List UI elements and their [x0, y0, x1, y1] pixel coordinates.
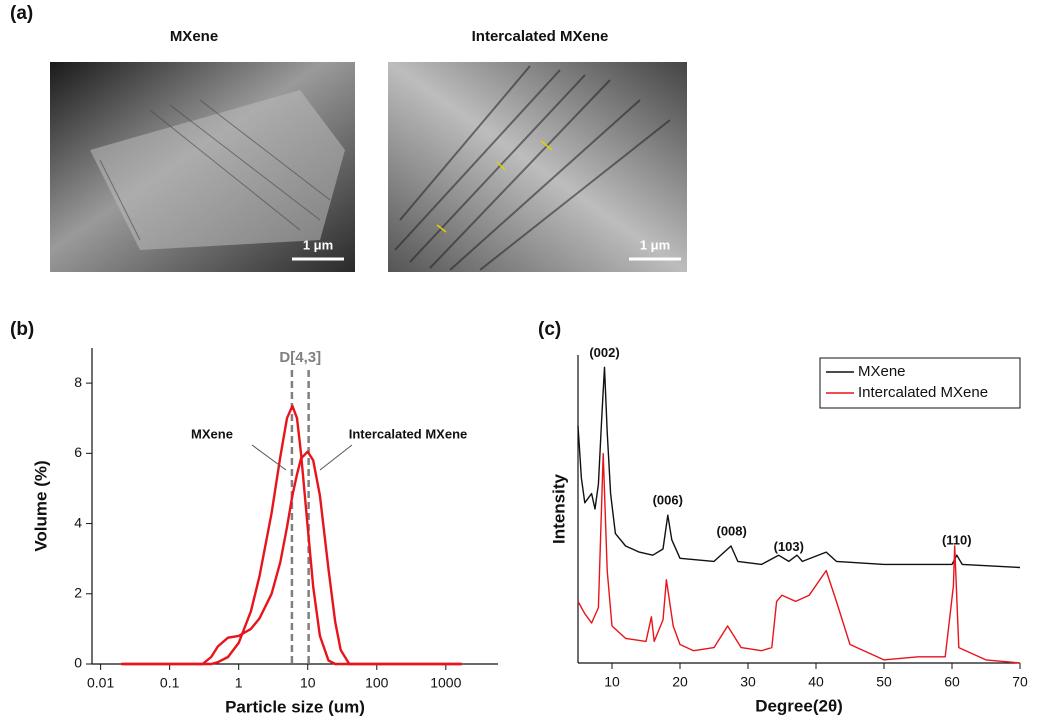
annotation: (103) — [774, 539, 804, 554]
x-tick-label: 10 — [300, 675, 316, 691]
annotation: (002) — [589, 345, 619, 360]
annotation: (008) — [717, 523, 747, 538]
figure: (a) (b) (c) MXene Intercalated MXene 1 μ… — [0, 0, 1043, 722]
legend-label: Intercalated MXene — [858, 384, 988, 401]
sem-image: 1 μm — [388, 62, 687, 272]
sem-image: 1 μm — [50, 62, 355, 272]
y-tick-label: 0 — [74, 655, 82, 671]
x-tick-label: 50 — [876, 674, 892, 690]
y-tick-label: 4 — [74, 514, 82, 530]
y-axis-title: Volume (%) — [31, 460, 50, 551]
y-tick-label: 8 — [74, 374, 82, 390]
x-tick-label: 30 — [740, 674, 756, 690]
x-axis-title: Degree(2θ) — [755, 696, 843, 715]
x-tick-label: 40 — [808, 674, 824, 690]
y-tick-label: 6 — [74, 444, 82, 460]
reference-label: D[4,3] — [279, 349, 321, 366]
x-tick-label: 0.01 — [87, 675, 114, 691]
annotation: Intercalated MXene — [349, 426, 468, 441]
x-tick-label: 0.1 — [160, 675, 180, 691]
panel-label: (a) — [10, 3, 33, 24]
x-tick-label: 1 — [235, 675, 243, 691]
x-tick-label: 100 — [365, 675, 389, 691]
x-tick-label: 70 — [1012, 674, 1028, 690]
annotation: MXene — [191, 426, 233, 441]
x-axis-title: Particle size (um) — [225, 697, 365, 716]
annotation: (006) — [653, 493, 683, 508]
x-tick-label: 60 — [944, 674, 960, 690]
legend-label: MXene — [858, 363, 906, 380]
x-tick-label: 10 — [604, 674, 620, 690]
y-tick-label: 2 — [74, 584, 82, 600]
panel-label: (b) — [10, 319, 34, 340]
panel-label: (c) — [538, 319, 561, 340]
scale-bar-label: 1 μm — [303, 237, 333, 252]
annotation-arrow — [320, 445, 352, 470]
image-title: MXene — [170, 28, 218, 45]
x-tick-label: 1000 — [430, 675, 461, 691]
y-axis-title: Intensity — [549, 474, 568, 544]
annotation: (110) — [942, 533, 972, 548]
x-tick-label: 20 — [672, 674, 688, 690]
scale-bar-label: 1 μm — [640, 237, 670, 252]
image-title: Intercalated MXene — [472, 28, 609, 45]
